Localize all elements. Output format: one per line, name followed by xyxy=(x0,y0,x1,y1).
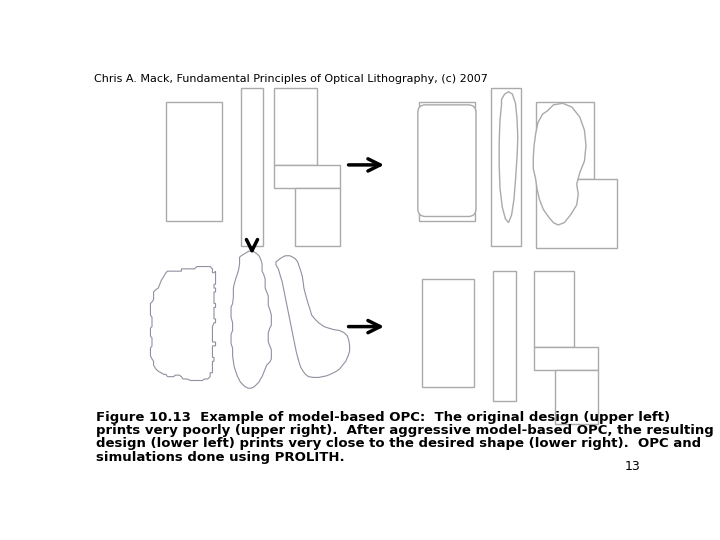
Bar xyxy=(274,88,317,165)
Bar xyxy=(166,102,222,221)
Bar xyxy=(241,88,263,246)
Bar xyxy=(419,102,475,221)
FancyBboxPatch shape xyxy=(418,105,476,217)
Bar xyxy=(536,102,594,179)
Bar xyxy=(422,279,474,387)
Polygon shape xyxy=(150,267,215,381)
Polygon shape xyxy=(499,92,518,222)
Bar xyxy=(534,271,575,347)
Text: Chris A. Mack, Fundamental Principles of Optical Lithography, (c) 2007: Chris A. Mack, Fundamental Principles of… xyxy=(94,74,487,84)
Bar xyxy=(274,165,341,188)
Text: design (lower left) prints very close to the desired shape (lower right).  OPC a: design (lower left) prints very close to… xyxy=(96,437,701,450)
Text: simulations done using PROLITH.: simulations done using PROLITH. xyxy=(96,450,345,463)
Polygon shape xyxy=(534,103,586,225)
Text: prints very poorly (upper right).  After aggressive model-based OPC, the resulti: prints very poorly (upper right). After … xyxy=(96,424,714,437)
Bar xyxy=(493,271,516,401)
Text: Figure 10.13  Example of model-based OPC:  The original design (upper left): Figure 10.13 Example of model-based OPC:… xyxy=(96,411,670,424)
Text: 13: 13 xyxy=(624,460,640,473)
Bar xyxy=(295,188,341,246)
Polygon shape xyxy=(231,251,271,388)
Bar xyxy=(534,347,598,370)
Bar xyxy=(555,370,598,423)
Bar xyxy=(536,179,617,248)
Polygon shape xyxy=(276,256,350,377)
Bar xyxy=(492,88,521,246)
